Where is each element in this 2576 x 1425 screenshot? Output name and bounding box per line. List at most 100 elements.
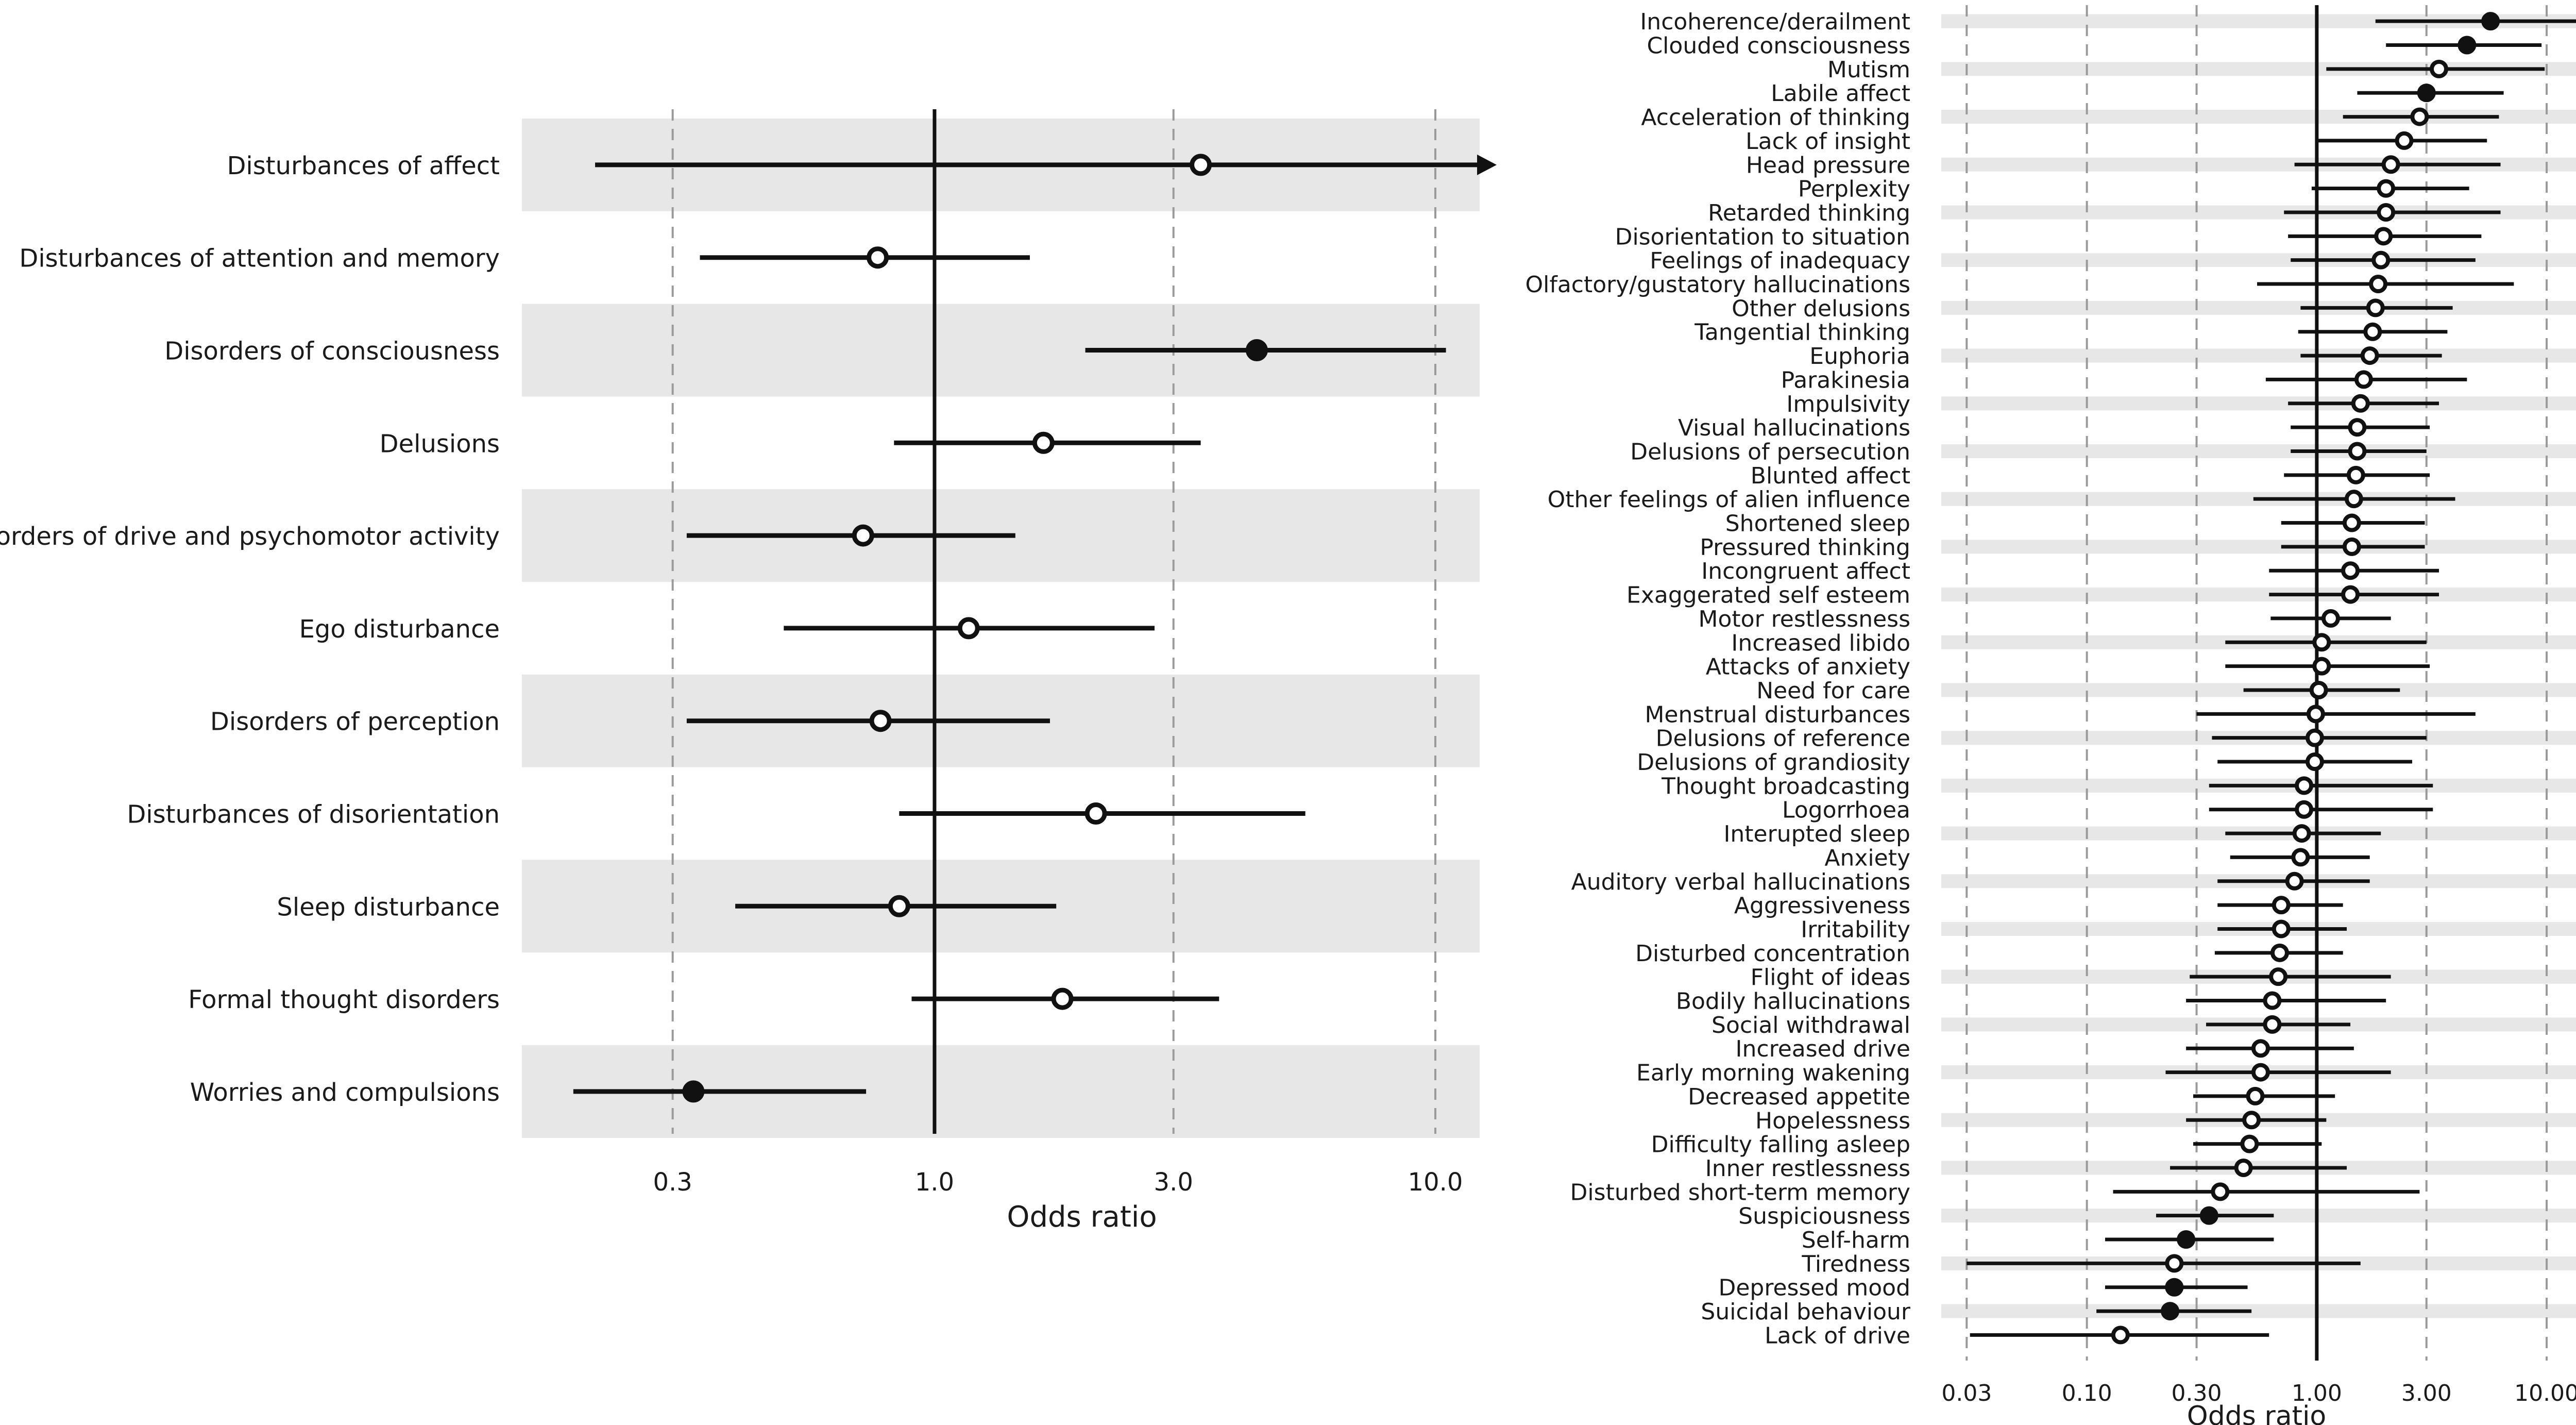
point-estimate-impulsivity — [2351, 394, 2370, 413]
point-estimate-disturbances-of-disorientation — [1084, 802, 1107, 825]
row-label-suicidal-behaviour: Suicidal behaviour — [1701, 1299, 1910, 1325]
point-estimate-perplexity — [2377, 179, 2396, 198]
point-estimate-formal-thought-disorders — [1051, 987, 1074, 1010]
point-estimate-disturbances-of-affect — [1190, 154, 1212, 176]
row-label-flight-of-ideas: Flight of ideas — [1751, 964, 1910, 991]
row-band-impulsivity — [1941, 396, 2576, 411]
point-estimate-mutism — [2430, 59, 2449, 78]
row-label-other-feelings-of-alien-influence: Other feelings of alien influence — [1548, 487, 1910, 513]
point-estimate-motor-restlessness — [2321, 609, 2340, 628]
row-label-disturbances-of-disorientation: Disturbances of disorientation — [127, 800, 500, 829]
point-estimate-suicidal-behaviour — [2161, 1302, 2180, 1321]
point-estimate-thought-broadcasting — [2295, 776, 2314, 795]
point-estimate-irritability — [2272, 919, 2291, 938]
point-estimate-disorders-of-perception — [869, 710, 892, 732]
row-label-self-harm: Self-harm — [1802, 1227, 1910, 1253]
point-estimate-delusions — [1032, 431, 1055, 454]
row-label-irritability: Irritability — [1801, 916, 1910, 943]
point-estimate-lack-of-drive — [2111, 1326, 2130, 1345]
x-axis-label-1: Odds ratio — [2187, 1401, 2326, 1425]
point-estimate-incoherence-derailment — [2481, 12, 2500, 31]
point-estimate-incongruent-affect — [2341, 561, 2360, 580]
row-label-clouded-consciousness: Clouded consciousness — [1647, 33, 1910, 59]
point-estimate-other-delusions — [2366, 298, 2385, 317]
row-label-aggressiveness: Aggressiveness — [1734, 893, 1910, 919]
row-label-delusions-of-persecution: Delusions of persecution — [1630, 439, 1910, 465]
row-label-other-delusions: Other delusions — [1732, 295, 1910, 322]
row-label-disturbances-of-affect: Disturbances of affect — [227, 152, 500, 180]
x-tick-label-0-3: 0.3 — [653, 1168, 692, 1197]
row-label-disorientation-to-situation: Disorientation to situation — [1615, 224, 1910, 250]
row-label-increased-libido: Increased libido — [1731, 630, 1910, 656]
point-estimate-exaggerated-self-esteem — [2341, 585, 2360, 604]
row-label-disorders-of-drive-and-psychomotor-activity: Disorders of drive and psychomotor activ… — [0, 522, 500, 551]
row-label-shortened-sleep: Shortened sleep — [1725, 511, 1910, 537]
row-label-blunted-affect: Blunted affect — [1751, 463, 1910, 489]
point-estimate-parakinesia — [2354, 370, 2373, 389]
point-estimate-ego-disturbance — [957, 617, 980, 640]
point-estimate-sleep-disturbance — [888, 895, 910, 917]
point-estimate-acceleration-of-thinking — [2410, 107, 2429, 126]
row-label-perplexity: Perplexity — [1798, 176, 1910, 203]
row-label-disturbed-short-term-memory: Disturbed short-term memory — [1570, 1179, 1910, 1205]
row-label-decreased-appetite: Decreased appetite — [1688, 1084, 1910, 1110]
point-estimate-head-pressure — [2381, 155, 2400, 174]
row-label-delusions-of-grandiosity: Delusions of grandiosity — [1637, 749, 1910, 776]
point-estimate-tiredness — [2165, 1254, 2184, 1273]
point-estimate-decreased-appetite — [2246, 1086, 2265, 1105]
row-label-bodily-hallucinations: Bodily hallucinations — [1676, 988, 1910, 1015]
point-estimate-difficulty-falling-asleep — [2240, 1134, 2259, 1153]
row-label-attacks-of-anxiety: Attacks of anxiety — [1706, 654, 1910, 680]
row-label-inner-restlessness: Inner restlessness — [1705, 1155, 1910, 1182]
x-tick-label-1-00: 1.00 — [2292, 1380, 2342, 1406]
row-label-tiredness: Tiredness — [1801, 1251, 1910, 1277]
row-label-euphoria: Euphoria — [1809, 343, 1910, 370]
point-estimate-increased-libido — [2312, 633, 2331, 652]
row-label-increased-drive: Increased drive — [1736, 1036, 1910, 1062]
row-label-visual-hallucinations: Visual hallucinations — [1678, 415, 1910, 441]
row-label-anxiety: Anxiety — [1824, 845, 1910, 871]
point-estimate-interupted-sleep — [2292, 824, 2311, 843]
x-tick-label-10-0: 10.0 — [1408, 1168, 1463, 1197]
row-label-parakinesia: Parakinesia — [1781, 367, 1910, 393]
point-estimate-early-morning-wakening — [2251, 1063, 2270, 1082]
row-band-euphoria — [1941, 348, 2576, 363]
row-label-mutism: Mutism — [1827, 57, 1910, 83]
row-label-menstrual-disturbances: Menstrual disturbances — [1645, 701, 1910, 728]
point-estimate-disorders-of-consciousness — [1245, 339, 1268, 361]
row-label-disturbances-of-attention-and-memory: Disturbances of attention and memory — [19, 244, 500, 273]
row-band-delusions-of-persecution — [1941, 444, 2576, 458]
ci-arrow-disturbances-of-affect — [1477, 154, 1497, 175]
point-estimate-delusions-of-grandiosity — [2305, 752, 2324, 772]
x-tick-label-10-00: 10.00 — [2514, 1380, 2576, 1406]
row-label-motor-restlessness: Motor restlessness — [1699, 606, 1910, 632]
row-label-impulsivity: Impulsivity — [1786, 391, 1910, 417]
point-estimate-delusions-of-reference — [2305, 728, 2324, 747]
row-label-disturbed-concentration: Disturbed concentration — [1635, 941, 1910, 967]
row-label-exaggerated-self-esteem: Exaggerated self esteem — [1626, 582, 1910, 609]
row-label-feelings-of-inadequacy: Feelings of inadequacy — [1650, 248, 1910, 274]
point-estimate-pressured-thinking — [2342, 537, 2361, 556]
row-label-need-for-care: Need for care — [1756, 678, 1910, 704]
point-estimate-flight-of-ideas — [2269, 967, 2288, 986]
point-estimate-clouded-consciousness — [2458, 36, 2477, 55]
point-estimate-retarded-thinking — [2377, 203, 2396, 222]
row-band-pressured-thinking — [1941, 540, 2576, 554]
point-estimate-attacks-of-anxiety — [2312, 657, 2331, 676]
point-estimate-depressed-mood — [2165, 1278, 2184, 1297]
point-estimate-disorders-of-drive-and-psychomotor-activity — [852, 524, 874, 547]
x-tick-label-3-00: 3.00 — [2401, 1380, 2452, 1406]
row-label-lack-of-drive: Lack of drive — [1765, 1322, 1910, 1349]
point-estimate-disturbed-short-term-memory — [2211, 1182, 2230, 1201]
point-estimate-olfactory-gustatory-hallucinations — [2369, 275, 2388, 294]
point-estimate-self-harm — [2177, 1230, 2196, 1249]
row-label-incongruent-affect: Incongruent affect — [1701, 558, 1910, 584]
point-estimate-suspiciousness — [2199, 1206, 2218, 1225]
point-estimate-labile-affect — [2417, 83, 2436, 103]
row-label-logorrhoea: Logorrhoea — [1782, 797, 1910, 824]
row-label-incoherence-derailment: Incoherence/derailment — [1640, 9, 1910, 35]
point-estimate-other-feelings-of-alien-influence — [2344, 490, 2363, 509]
row-label-retarded-thinking: Retarded thinking — [1708, 200, 1910, 226]
